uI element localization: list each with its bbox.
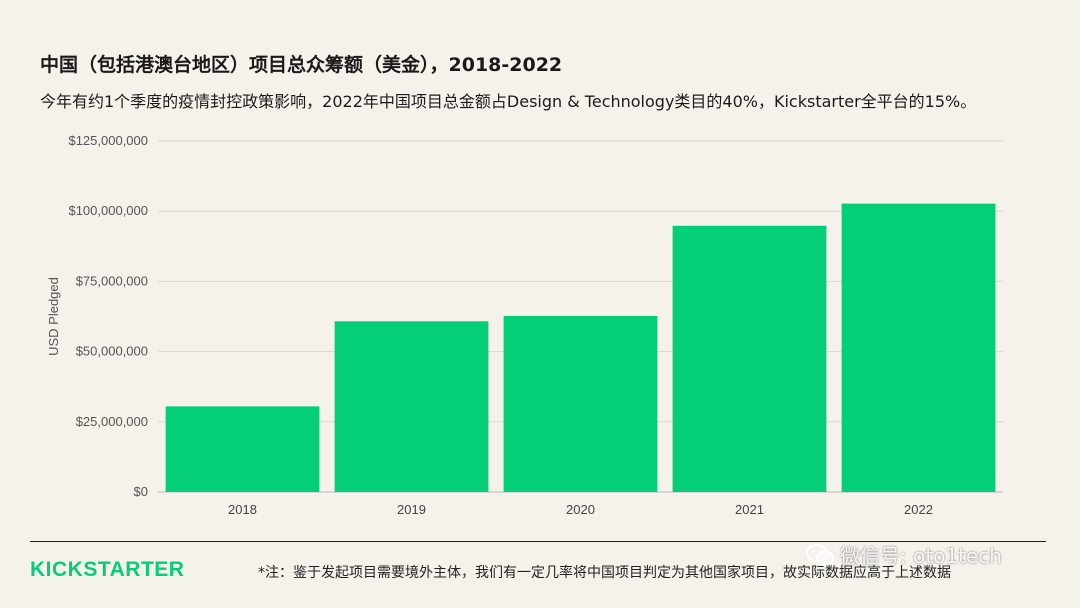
footnote: *注：鉴于发起项目需要境外主体，我们有一定几率将中国项目判定为其他国家项目，故实… [258,565,951,581]
y-tick-label: $125,000,000 [68,133,148,148]
bar-2018 [165,406,320,492]
y-tick-label: $0 [134,484,148,499]
x-tick-label: 2021 [735,502,764,517]
footer-divider [30,541,1046,542]
y-tick-label: $50,000,000 [76,344,148,359]
wechat-icon [806,543,834,565]
x-tick-label: 2020 [566,502,595,517]
watermark-text: 微信号: oto1tech [840,544,1002,568]
y-tick-label: $100,000,000 [68,203,148,218]
x-tick-label: 2018 [228,502,257,517]
kickstarter-logo: KICKSTARTER [30,558,185,581]
bar-chart: $0 $25,000,000 $50,000,000 $75,000,000 $100,… [46,133,1003,517]
y-axis-ticks: $0 $25,000,000 $50,000,000 $75,000,000 $100,… [68,133,148,499]
y-tick-label: $75,000,000 [76,273,148,288]
chart-subtitle: 今年有约1个季度的疫情封控政策影响，2022年中国项目总金额占Design & … [40,92,977,111]
bar-2022 [841,203,996,492]
bars [165,203,996,492]
x-axis-ticks: 2018 2019 2020 2021 2022 [228,502,933,517]
x-tick-label: 2019 [397,502,426,517]
x-tick-label: 2022 [904,502,933,517]
bar-2021 [672,225,827,492]
bar-2019 [334,321,489,492]
bar-2020 [503,315,658,492]
y-tick-label: $25,000,000 [76,414,148,429]
y-axis-label: USD Pledged [46,277,61,356]
chart-title: 中国（包括港澳台地区）项目总众筹额（美金），2018-2022 [40,54,563,76]
watermark: 微信号: oto1tech [806,540,1002,569]
